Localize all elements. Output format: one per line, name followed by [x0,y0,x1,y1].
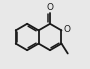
Text: O: O [47,3,54,12]
Text: O: O [63,25,70,34]
